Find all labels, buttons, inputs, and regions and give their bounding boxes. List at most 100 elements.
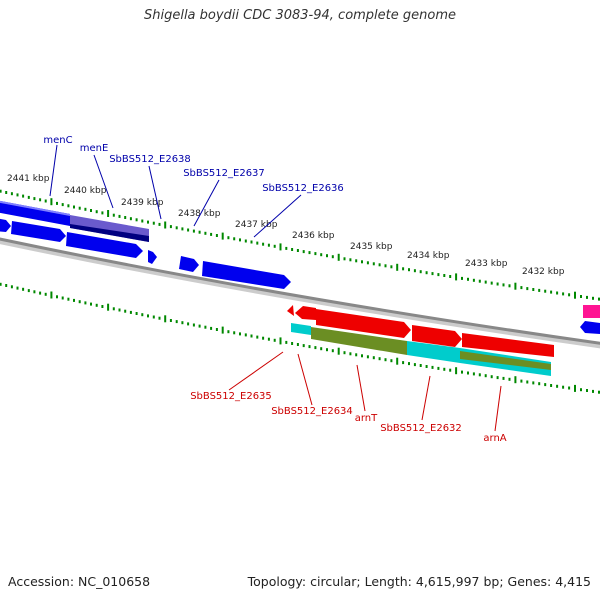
upper-tick-major bbox=[396, 263, 399, 271]
gene-label-SbBS512-E2634[interactable]: SbBS512_E2634 bbox=[271, 406, 353, 417]
upper-tick-minor bbox=[490, 281, 493, 285]
lower-tick-minor bbox=[366, 355, 369, 359]
lower-tick-minor bbox=[181, 321, 184, 325]
gene-fwd-edge-arrow[interactable] bbox=[580, 321, 600, 334]
upper-tick-minor bbox=[101, 211, 104, 215]
upper-tick-major bbox=[221, 232, 224, 240]
upper-tick-minor bbox=[568, 293, 571, 297]
upper-tick-minor bbox=[586, 295, 588, 299]
SbBS512-E2638-leader bbox=[148, 165, 162, 220]
arnA-leader bbox=[494, 385, 502, 432]
gene-label-SbBS512-E2638[interactable]: SbBS512_E2638 bbox=[109, 154, 191, 165]
gene-arnT-arrow[interactable] bbox=[316, 309, 411, 338]
gene-label-arnA[interactable]: arnA bbox=[483, 433, 506, 444]
gene-arnA-arrow[interactable] bbox=[462, 333, 554, 357]
kbp-label: 2434 kbp bbox=[407, 251, 450, 261]
lower-tick-minor bbox=[526, 380, 529, 384]
gene-fwd-small-arrow[interactable] bbox=[0, 218, 11, 232]
upper-tick-minor bbox=[39, 198, 42, 202]
upper-tick-major bbox=[455, 273, 458, 281]
lower-tick-minor bbox=[556, 384, 559, 388]
upper-tick-minor bbox=[124, 216, 127, 219]
lower-tick-minor bbox=[262, 336, 265, 340]
accession-text: Accession: NC_010658 bbox=[8, 574, 151, 589]
lower-tick-minor bbox=[95, 303, 98, 307]
upper-tick-minor bbox=[431, 272, 434, 276]
upper-tick-minor bbox=[449, 275, 452, 278]
lower-tick-major bbox=[455, 367, 458, 375]
gene-SbBS512-E2635-arrow[interactable] bbox=[287, 305, 294, 316]
gene-label-menE[interactable]: menE bbox=[80, 143, 109, 154]
gene-label-SbBS512-E2632[interactable]: SbBS512_E2632 bbox=[380, 423, 462, 434]
lower-tick-minor bbox=[331, 349, 334, 353]
menC-leader bbox=[49, 144, 58, 197]
lower-tick-minor bbox=[158, 316, 161, 320]
upper-tick-minor bbox=[296, 249, 299, 252]
gene-SbBS512-E2637-arrow[interactable] bbox=[148, 250, 157, 264]
kbp-label: 2433 kbp bbox=[465, 259, 508, 269]
upper-tick-minor bbox=[33, 197, 36, 201]
gene-menE-dark bbox=[70, 224, 149, 242]
SbBS512-E2632-leader bbox=[421, 375, 431, 421]
lower-tick-minor bbox=[112, 307, 115, 311]
lower-tick-minor bbox=[135, 312, 138, 315]
gene-menC-arrow[interactable] bbox=[0, 200, 70, 226]
lower-tick-minor bbox=[67, 297, 70, 301]
lower-tick-minor bbox=[291, 342, 294, 345]
gene-SbBS512-E2632-arrow[interactable] bbox=[412, 325, 462, 347]
lower-tick-minor bbox=[124, 309, 127, 313]
gene-label-SbBS512-E2636[interactable]: SbBS512_E2636 bbox=[262, 183, 344, 194]
upper-tick-minor bbox=[84, 207, 87, 211]
lower-tick-minor bbox=[101, 305, 104, 308]
upper-tick-minor bbox=[378, 263, 381, 267]
lower-tick-minor bbox=[372, 356, 375, 360]
lower-tick-minor bbox=[187, 322, 190, 326]
upper-tick-minor bbox=[250, 240, 253, 244]
lower-tick-minor bbox=[538, 382, 541, 386]
upper-tick-minor bbox=[204, 231, 207, 235]
gene-SbBS512-E2634-arrow[interactable] bbox=[295, 306, 316, 320]
lower-tick-minor bbox=[152, 315, 155, 319]
upper-tick-minor bbox=[390, 265, 393, 269]
feature-cyan-small[interactable] bbox=[291, 323, 311, 335]
lower-tick-major bbox=[514, 376, 517, 384]
lower-tick-minor bbox=[425, 365, 428, 368]
feature-magenta[interactable] bbox=[583, 305, 600, 318]
upper-tick-minor bbox=[425, 271, 428, 275]
upper-tick-minor bbox=[408, 268, 410, 272]
upper-tick-major bbox=[164, 221, 167, 229]
gene-label-arnT[interactable]: arnT bbox=[355, 413, 378, 424]
upper-tick-minor bbox=[520, 286, 523, 290]
lower-tick-minor bbox=[550, 384, 553, 387]
gene-label-menC[interactable]: menC bbox=[43, 135, 72, 146]
lower-tick-minor bbox=[267, 337, 270, 341]
lower-tick-major bbox=[107, 303, 110, 311]
gene-SbBS512-E2638-arrow[interactable] bbox=[11, 221, 66, 242]
upper-tick-minor bbox=[141, 219, 144, 223]
upper-tick-major bbox=[514, 282, 517, 290]
lower-tick-minor bbox=[210, 326, 213, 330]
gene-label-SbBS512-E2637[interactable]: SbBS512_E2637 bbox=[183, 168, 265, 179]
gene-SbBS512-E2636-arrow[interactable] bbox=[202, 261, 291, 289]
lower-tick-minor bbox=[580, 388, 582, 392]
lower-tick-minor bbox=[239, 332, 241, 336]
kbp-label: 2436 kbp bbox=[292, 231, 335, 241]
upper-tick-minor bbox=[187, 228, 190, 232]
upper-tick-minor bbox=[544, 289, 547, 293]
SbBS512-E2636-leader bbox=[253, 194, 302, 238]
lower-tick-minor bbox=[419, 364, 422, 367]
lower-tick-minor bbox=[61, 296, 64, 300]
SbBS512-E2637-leader bbox=[193, 179, 220, 227]
upper-tick-minor bbox=[343, 257, 346, 261]
gene-fwd-mid-arrow[interactable] bbox=[66, 232, 143, 258]
upper-tick-minor bbox=[78, 206, 81, 210]
kbp-label: 2437 kbp bbox=[235, 220, 278, 230]
upper-tick-minor bbox=[73, 205, 75, 209]
feature-olive-long[interactable] bbox=[311, 327, 407, 355]
upper-tick-minor bbox=[308, 251, 311, 255]
feature-olive-right[interactable] bbox=[460, 351, 551, 370]
gene-label-SbBS512-E2635[interactable]: SbBS512_E2635 bbox=[190, 391, 272, 402]
gene-fwd-tiny-arrow[interactable] bbox=[179, 256, 199, 272]
upper-tick-minor bbox=[580, 295, 582, 298]
